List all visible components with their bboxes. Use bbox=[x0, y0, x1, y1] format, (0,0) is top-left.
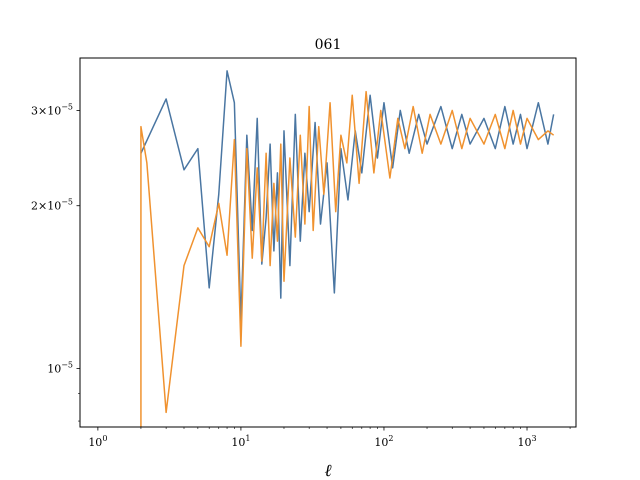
x-axis-label: ℓ bbox=[324, 461, 331, 480]
plot-frame bbox=[79, 57, 577, 428]
series-line-1 bbox=[140, 70, 555, 323]
series-layer bbox=[140, 70, 555, 427]
x-tick-label: 100 bbox=[88, 434, 107, 449]
y-tick-label: 2×10−5 bbox=[31, 198, 73, 213]
y-tick-label: 10−5 bbox=[47, 361, 73, 376]
x-tick-label: 103 bbox=[517, 434, 536, 449]
x-tick-label: 102 bbox=[374, 434, 393, 449]
x-tick-label: 101 bbox=[231, 434, 250, 449]
series-line-2 bbox=[140, 90, 555, 427]
chart-title: 061 bbox=[315, 37, 342, 53]
axes-layer: 100 101 102 103 10−5 2×10−5 3×10−5 bbox=[31, 102, 571, 449]
y-tick-label: 3×10−5 bbox=[31, 102, 73, 117]
